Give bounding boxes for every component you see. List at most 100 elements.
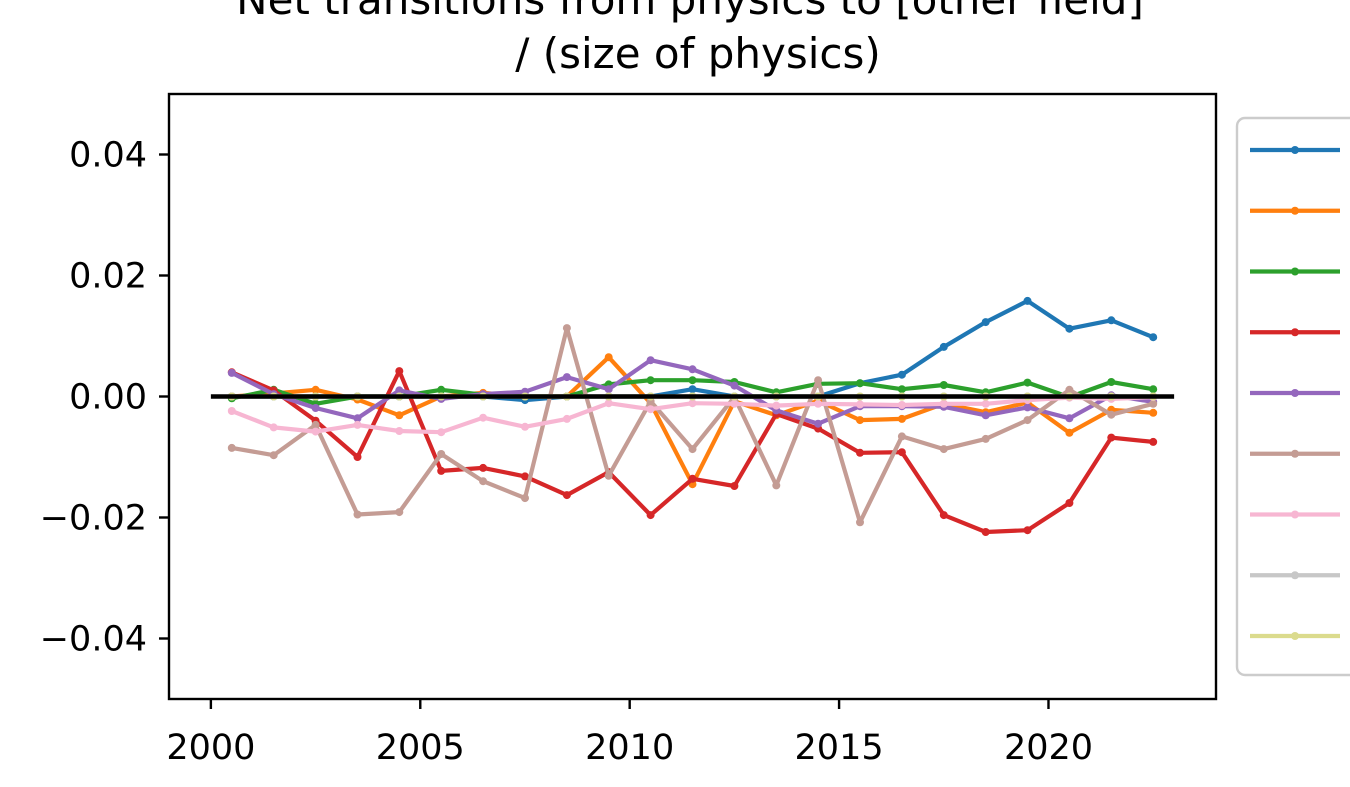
series-6-point bbox=[897, 432, 906, 441]
series-7-point bbox=[311, 427, 320, 436]
series-1-point bbox=[939, 342, 948, 351]
series-5-point bbox=[814, 419, 823, 428]
series-7-point bbox=[269, 423, 278, 432]
series-5-point bbox=[562, 373, 571, 382]
chart-title-line-1: Net transitions from physics to [other f… bbox=[236, 0, 1144, 24]
series-4-point bbox=[1065, 499, 1074, 507]
series-7-point bbox=[562, 414, 571, 423]
series-7-point bbox=[353, 420, 362, 429]
series-7-point bbox=[772, 401, 781, 410]
series-2-point bbox=[1149, 408, 1158, 417]
series-1-point bbox=[688, 385, 697, 394]
series-3-point bbox=[897, 385, 906, 394]
series-4-point bbox=[1149, 437, 1158, 446]
series-2-point bbox=[395, 411, 404, 420]
series-4-point bbox=[688, 474, 697, 483]
series-6-point bbox=[1149, 399, 1158, 408]
series-6-point bbox=[395, 508, 404, 517]
series-5-point bbox=[395, 386, 404, 395]
series-7-point bbox=[730, 399, 739, 408]
series-7-point bbox=[688, 399, 697, 408]
series-3-point bbox=[1023, 378, 1032, 387]
y-tick-label: 0.00 bbox=[69, 378, 147, 418]
series-7-point bbox=[395, 427, 404, 435]
series-7-point bbox=[939, 399, 948, 408]
series-6-point bbox=[437, 450, 446, 458]
series-6-point bbox=[688, 445, 697, 454]
series-3-point bbox=[939, 381, 948, 389]
series-1-point bbox=[981, 318, 990, 327]
legend-marker-1 bbox=[1291, 146, 1299, 154]
series-6-point bbox=[981, 434, 990, 443]
series-6-point bbox=[772, 481, 781, 490]
series-7-point bbox=[604, 399, 613, 408]
series-4-point bbox=[562, 491, 571, 500]
series-6-point bbox=[939, 445, 948, 454]
x-tick-label: 2020 bbox=[1004, 728, 1093, 768]
series-6-point bbox=[479, 477, 488, 486]
series-4-point bbox=[479, 463, 488, 472]
series-4-point bbox=[1023, 526, 1032, 535]
series-5-point bbox=[1065, 414, 1074, 423]
series-4-point bbox=[981, 528, 990, 536]
series-3-point bbox=[1149, 385, 1158, 394]
series-1 bbox=[227, 296, 1158, 405]
chart-title-line-2: / (size of physics) bbox=[515, 29, 881, 78]
series-7-point bbox=[227, 407, 236, 415]
series-4-point bbox=[437, 466, 446, 475]
series-3-point bbox=[856, 379, 864, 388]
series-2-point bbox=[604, 353, 613, 362]
series-7-point bbox=[814, 399, 823, 408]
y-tick-label: 0.02 bbox=[69, 257, 147, 297]
series-3-point bbox=[1107, 378, 1116, 386]
series-5-point bbox=[688, 365, 697, 374]
series-7-point bbox=[897, 401, 906, 409]
y-tick-label: 0.04 bbox=[69, 136, 147, 176]
series-6-point bbox=[1065, 385, 1074, 394]
series-7-point bbox=[479, 413, 488, 422]
series-7-point bbox=[521, 422, 529, 431]
series-4-point bbox=[856, 448, 864, 457]
series-6-point bbox=[1023, 416, 1032, 425]
series-4-point bbox=[395, 367, 404, 376]
series-3-point bbox=[688, 376, 697, 385]
series-5-point bbox=[981, 411, 990, 420]
series-6-point bbox=[856, 518, 864, 527]
series-6-point bbox=[521, 494, 529, 503]
series-5-point bbox=[353, 414, 362, 423]
series-5-point bbox=[730, 381, 739, 390]
series-2-point bbox=[1065, 428, 1074, 437]
series-4-point bbox=[353, 453, 362, 461]
legend-marker-5 bbox=[1291, 389, 1299, 397]
legend-marker-9 bbox=[1291, 632, 1299, 640]
series-4-point bbox=[1107, 433, 1116, 442]
series-6-point bbox=[814, 376, 823, 385]
series-1-point bbox=[1107, 316, 1116, 325]
legend-marker-3 bbox=[1291, 267, 1299, 276]
series-4-point bbox=[897, 448, 906, 457]
series-4-point bbox=[646, 511, 655, 520]
series-6-point bbox=[227, 443, 236, 452]
x-tick-label: 2005 bbox=[376, 728, 465, 768]
series-1-point bbox=[897, 370, 906, 379]
series-5-point bbox=[1023, 403, 1032, 412]
series-6 bbox=[227, 324, 1158, 527]
x-tick-label: 2010 bbox=[585, 728, 674, 768]
legend-marker-4 bbox=[1291, 328, 1299, 337]
series-7-point bbox=[856, 400, 864, 409]
series-4-point bbox=[939, 511, 948, 520]
x-tick-label: 2000 bbox=[166, 728, 255, 768]
series-6-point bbox=[562, 324, 571, 333]
series-6-point bbox=[269, 451, 278, 460]
series-6-point bbox=[1107, 410, 1116, 419]
series-4-point bbox=[521, 472, 529, 481]
series-1-point bbox=[1149, 333, 1158, 342]
series-5-point bbox=[227, 368, 236, 377]
series-6-point bbox=[311, 420, 320, 429]
y-tick-label: −0.02 bbox=[40, 499, 147, 539]
series-4-point bbox=[730, 482, 739, 490]
series-7-point bbox=[437, 428, 446, 437]
series-7-point bbox=[646, 405, 655, 414]
legend-marker-8 bbox=[1291, 571, 1299, 580]
